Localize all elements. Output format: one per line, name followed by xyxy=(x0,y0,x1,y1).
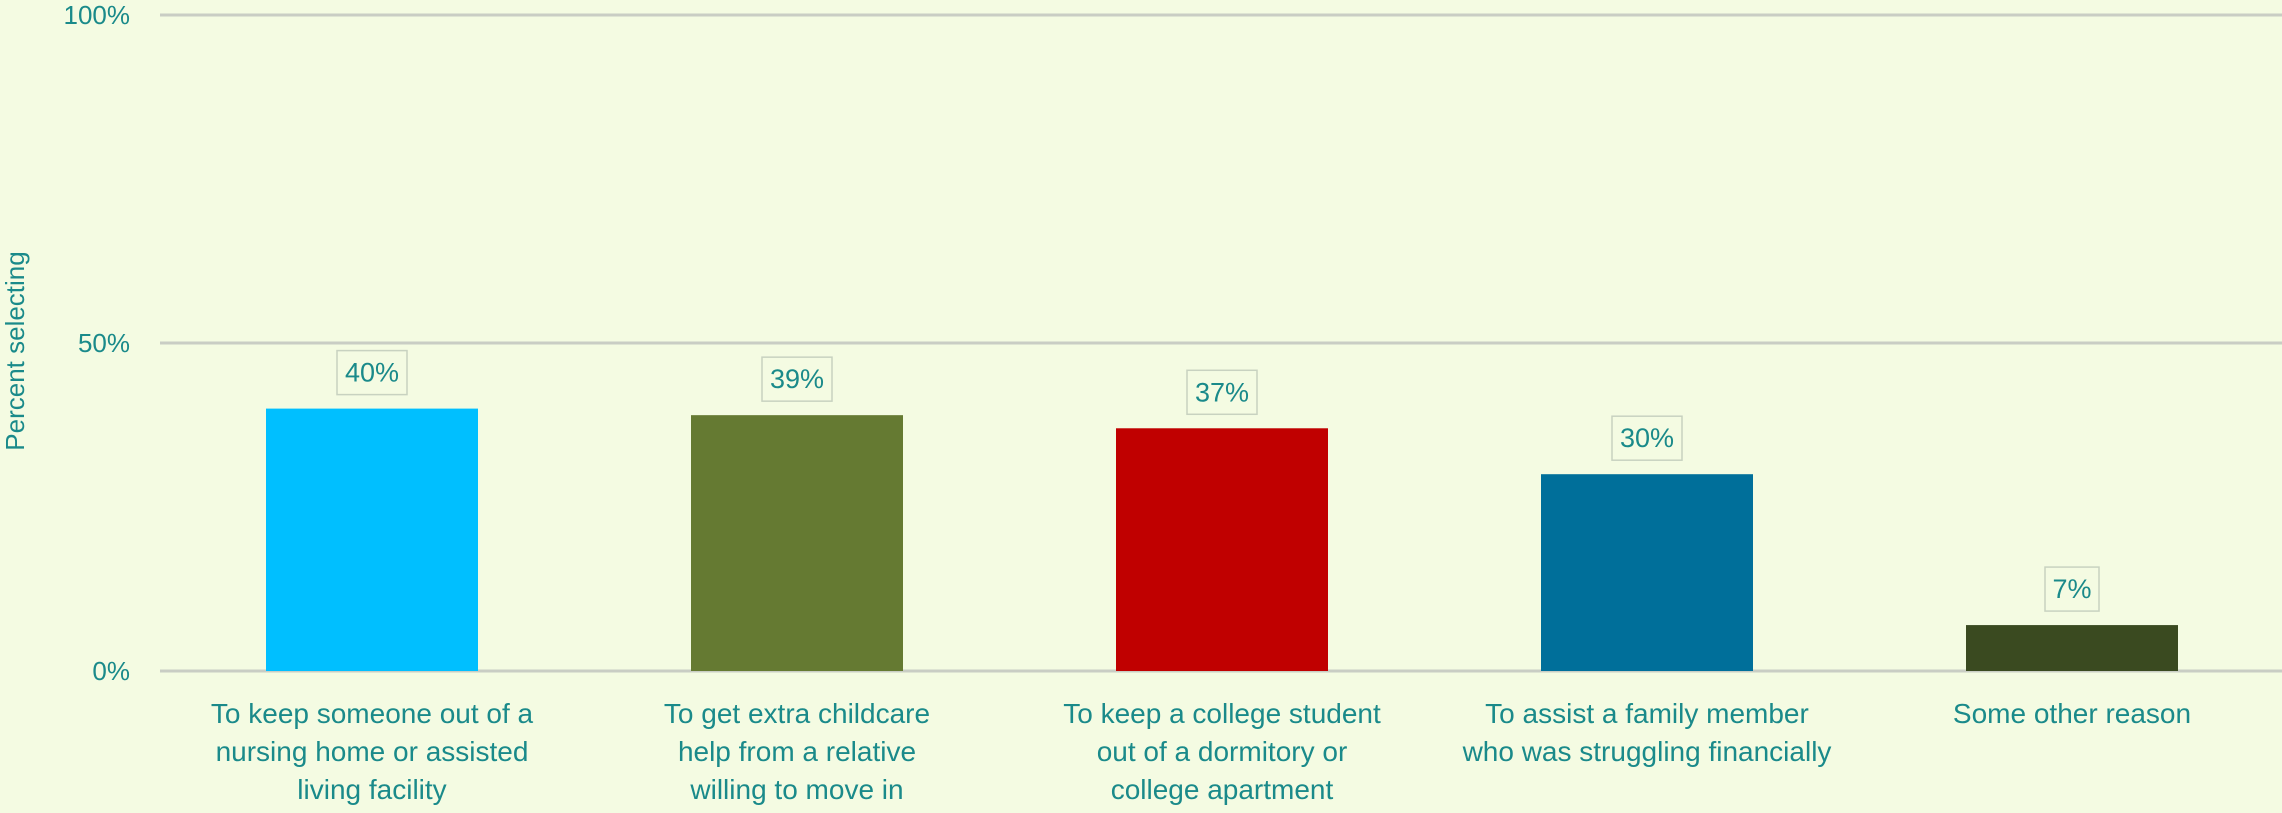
bar-4 xyxy=(1966,625,2178,671)
data-label-3: 30% xyxy=(1620,423,1674,453)
x-axis-categories: To keep someone out of a nursing home or … xyxy=(211,698,2191,805)
bar-2 xyxy=(1116,428,1328,671)
y-tick-label: 50% xyxy=(78,328,130,358)
y-axis-title: Percent selecting xyxy=(0,251,30,450)
x-category-label: To assist a family member xyxy=(1485,698,1809,729)
x-category-label: who was struggling financially xyxy=(1462,736,1832,767)
bar-1 xyxy=(691,415,903,671)
x-category-label: To keep someone out of a xyxy=(211,698,534,729)
data-labels: 40% 39% 37% 30% 7% xyxy=(336,349,2100,612)
data-label-box-4 xyxy=(2044,566,2100,612)
y-tick-label: 0% xyxy=(92,656,130,686)
data-label-box-1 xyxy=(761,356,833,402)
x-category-label: To get extra childcare xyxy=(664,698,930,729)
bar-3 xyxy=(1541,474,1753,671)
data-label-4: 7% xyxy=(2052,574,2091,604)
data-label-2: 37% xyxy=(1195,377,1249,407)
data-label-box-0 xyxy=(336,349,408,396)
x-category-label: college apartment xyxy=(1111,774,1334,805)
x-category-label: out of a dormitory or xyxy=(1097,736,1348,767)
bars xyxy=(266,408,2178,671)
data-label-box-2 xyxy=(1186,369,1258,416)
x-category-label: living facility xyxy=(297,774,446,805)
bar-0 xyxy=(266,408,478,671)
x-category-label: help from a relative xyxy=(678,736,916,767)
data-label-box-3 xyxy=(1611,415,1683,461)
x-category-label: Some other reason xyxy=(1953,698,2191,729)
x-category-label: To keep a college student xyxy=(1063,698,1381,729)
data-label-1: 39% xyxy=(770,364,824,394)
y-tick-label: 100% xyxy=(64,0,131,30)
y-axis-ticks: 0% 50% 100% xyxy=(64,0,131,686)
x-category-label: nursing home or assisted xyxy=(216,736,529,767)
x-category-label: willing to move in xyxy=(689,774,903,805)
data-label-0: 40% xyxy=(345,358,399,388)
